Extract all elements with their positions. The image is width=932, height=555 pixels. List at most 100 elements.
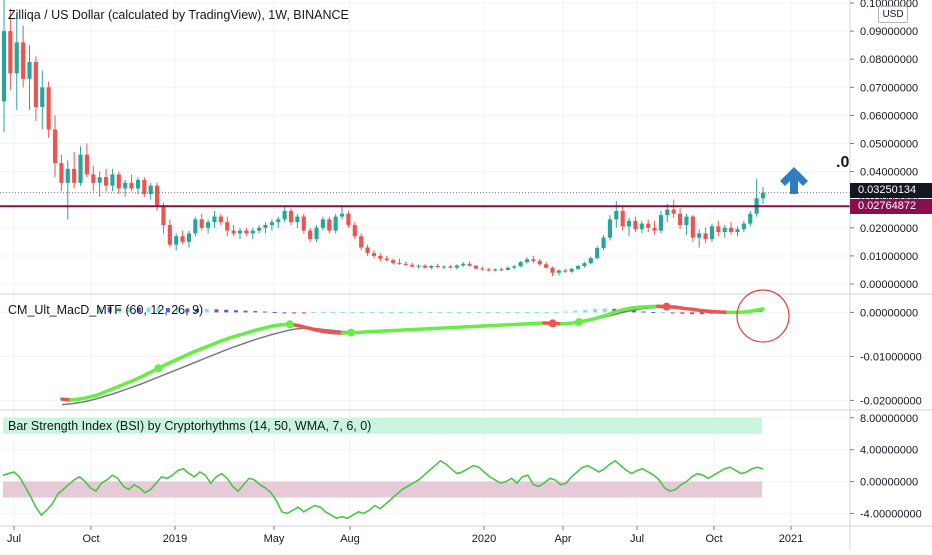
bsi-indicator-label[interactable]: Bar Strength Index (BSI) by Cryptorhythm… bbox=[8, 419, 371, 433]
currency-button[interactable]: USD bbox=[878, 6, 908, 23]
price-pane bbox=[0, 0, 850, 276]
candle-body bbox=[365, 247, 369, 253]
macd-histogram-bar bbox=[564, 312, 568, 313]
candle-body bbox=[270, 222, 274, 225]
candle-body bbox=[544, 264, 548, 267]
candle-body bbox=[519, 262, 523, 266]
macd-histogram-bar bbox=[671, 312, 675, 313]
price-axis-label: 0.04000000 bbox=[860, 167, 918, 179]
candle-body bbox=[276, 219, 280, 222]
candle-body bbox=[570, 269, 574, 272]
macd-cross-dot bbox=[154, 364, 162, 372]
candle-body bbox=[748, 214, 752, 224]
candle-body bbox=[704, 233, 708, 239]
candle-body bbox=[21, 42, 25, 79]
candle-body bbox=[257, 228, 261, 231]
candle-body bbox=[40, 87, 44, 107]
candle-body bbox=[621, 211, 625, 226]
candle-body bbox=[461, 264, 465, 266]
macd-histogram-bar bbox=[544, 312, 548, 313]
candle-body bbox=[321, 219, 325, 227]
candle-body bbox=[397, 263, 401, 264]
candle-body bbox=[385, 259, 389, 260]
macd-pane bbox=[62, 303, 763, 405]
grid-layer bbox=[0, 0, 850, 526]
candle-body bbox=[212, 217, 216, 223]
macd-histogram-bar bbox=[583, 310, 587, 313]
macd-histogram-bar bbox=[350, 312, 354, 313]
candle-body bbox=[219, 217, 223, 223]
macd-histogram-bar bbox=[515, 312, 519, 313]
candle-body bbox=[468, 264, 472, 266]
macd-histogram-bar bbox=[428, 312, 432, 313]
macd-histogram-bar bbox=[253, 311, 257, 312]
bsi-axis-label: 0.00000000 bbox=[860, 477, 918, 489]
macd-histogram-bar bbox=[506, 312, 510, 313]
candle-body bbox=[589, 258, 593, 263]
candle-body bbox=[289, 211, 293, 222]
candle-body bbox=[742, 224, 746, 230]
candle-body bbox=[327, 219, 331, 230]
price-axis-label: 0.08000000 bbox=[860, 54, 918, 66]
candle-body bbox=[193, 219, 197, 233]
candle-body bbox=[633, 221, 637, 229]
candle-body bbox=[646, 224, 650, 228]
macd-histogram-bar bbox=[554, 312, 558, 313]
macd-histogram-bar bbox=[477, 312, 481, 313]
candle-body bbox=[238, 231, 242, 234]
candle-body bbox=[187, 233, 191, 241]
candle-body bbox=[691, 217, 695, 238]
last-price-label: 0.03250134 bbox=[850, 183, 932, 198]
highlight-circle bbox=[737, 290, 789, 342]
price-axis-label: 0.02000000 bbox=[860, 223, 918, 235]
candle-body bbox=[334, 217, 338, 231]
candle-body bbox=[117, 174, 121, 188]
time-axis-label: Apr bbox=[554, 533, 571, 545]
candle-body bbox=[474, 266, 478, 269]
candle-body bbox=[455, 265, 459, 267]
macd-histogram-bar bbox=[321, 312, 325, 313]
candle-body bbox=[550, 268, 554, 273]
candle-body bbox=[480, 269, 484, 270]
time-axis-label: 2020 bbox=[472, 533, 496, 545]
macd-histogram-bar bbox=[418, 312, 422, 313]
candle-body bbox=[448, 267, 452, 268]
macd-histogram-bar bbox=[409, 312, 413, 313]
candle-body bbox=[538, 261, 542, 264]
candle-body bbox=[251, 231, 255, 234]
up-arrow-icon-stem bbox=[790, 176, 798, 194]
candle-body bbox=[614, 211, 618, 219]
macd-histogram-bar bbox=[331, 312, 335, 313]
macd-indicator-label[interactable]: CM_Ult_MacD_MTF (60, 12, 26, 9) bbox=[8, 303, 203, 317]
macd-histogram-bar bbox=[651, 312, 655, 313]
candle-body bbox=[595, 248, 599, 258]
macd-histogram-bar bbox=[486, 312, 490, 313]
macd-histogram-bar bbox=[690, 312, 694, 314]
partial-annotation: .0 bbox=[836, 154, 849, 172]
macd-cross-dot bbox=[663, 303, 671, 311]
candle-body bbox=[346, 214, 350, 225]
time-axis-label: 2019 bbox=[163, 533, 187, 545]
candle-body bbox=[576, 266, 580, 269]
macd-histogram-bar bbox=[379, 312, 383, 313]
candle-body bbox=[525, 259, 529, 262]
candle-body bbox=[391, 260, 395, 263]
price-axis-label: 0.05000000 bbox=[860, 139, 918, 151]
support-line-label: 0.02764872 bbox=[850, 199, 932, 214]
macd-histogram-bar bbox=[224, 310, 228, 313]
time-axis-label: Jul bbox=[7, 533, 21, 545]
candle-body bbox=[359, 236, 363, 247]
candle-body bbox=[174, 236, 178, 244]
macd-histogram-bar bbox=[244, 311, 248, 313]
bsi-axis-label: -4.00000000 bbox=[860, 508, 922, 520]
candle-body bbox=[155, 186, 159, 206]
candle-body bbox=[512, 266, 516, 267]
overlay-layer bbox=[737, 167, 808, 342]
macd-axis-label: -0.01000000 bbox=[860, 351, 922, 363]
time-axis-label: Oct bbox=[82, 533, 99, 545]
candle-body bbox=[761, 193, 765, 199]
candle-body bbox=[506, 268, 510, 270]
macd-histogram-bar bbox=[302, 312, 306, 313]
